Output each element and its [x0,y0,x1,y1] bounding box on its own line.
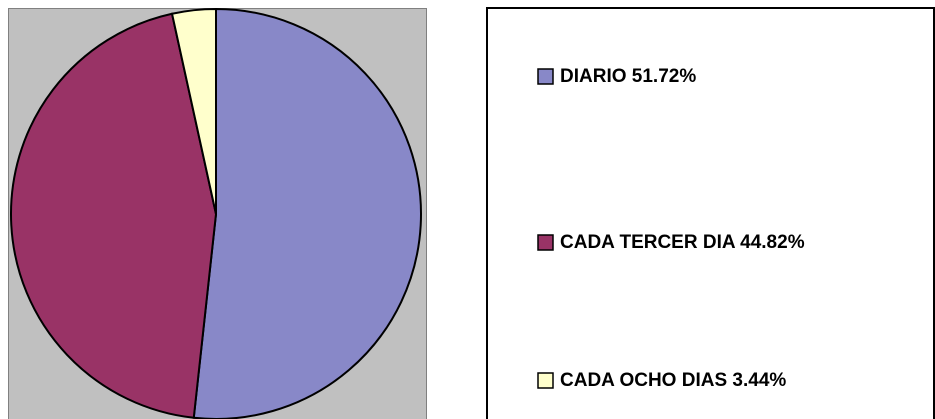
legend-label: CADA OCHO DIAS 3.44% [560,370,786,391]
legend-swatch [537,372,554,389]
legend [486,7,935,419]
legend-swatch [537,234,554,251]
legend-label: DIARIO 51.72% [560,66,696,87]
legend-label: CADA TERCER DIA 44.82% [560,232,805,253]
pie-slice [10,12,218,419]
legend-swatch [537,68,554,85]
pie-slice [192,7,422,419]
pie-slice [170,7,217,215]
